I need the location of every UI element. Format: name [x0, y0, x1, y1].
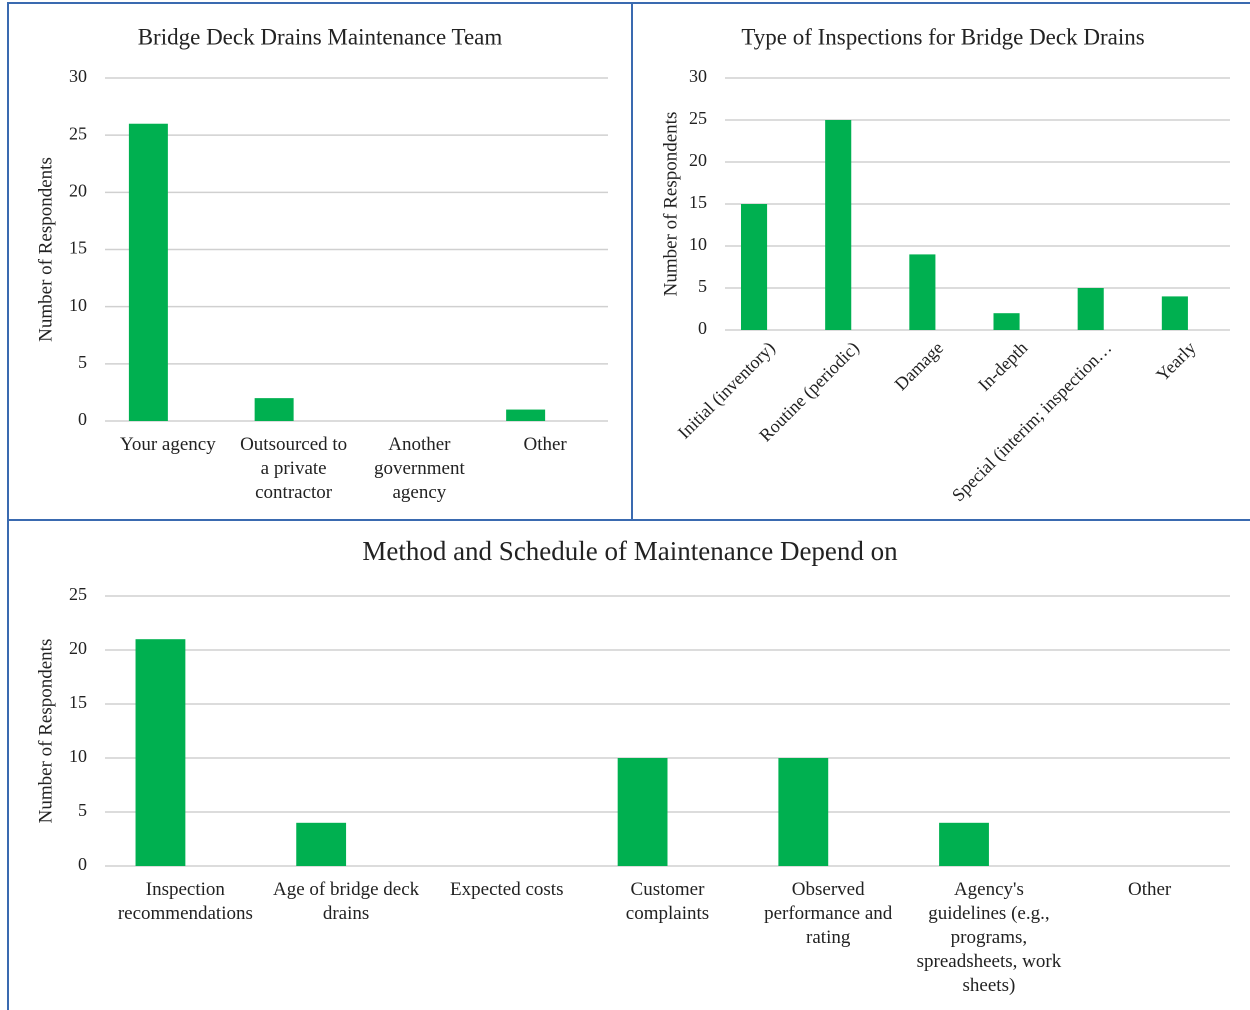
y-tick-label: 5	[698, 276, 707, 296]
x-tick-label: Other	[1128, 879, 1172, 900]
bar	[617, 758, 668, 866]
x-tick-label: Special (interim; inspection…	[948, 338, 1116, 506]
x-tick-label: Inspection recommendations	[117, 879, 253, 924]
y-tick-label: 0	[78, 854, 87, 874]
bar	[296, 822, 347, 866]
chart-title: Bridge Deck Drains Maintenance Team	[138, 24, 503, 49]
bar	[740, 204, 768, 330]
y-tick-label: 20	[689, 150, 707, 170]
bar	[909, 254, 936, 330]
x-tick-label: Outsourced to a private contractor	[240, 434, 348, 503]
y-axis-title: Number of Respondents	[35, 157, 56, 342]
chart-title: Method and Schedule of Maintenance Depen…	[362, 536, 898, 566]
y-tick-label: 25	[69, 123, 87, 143]
y-tick-label: 30	[69, 66, 87, 86]
x-tick-label: Other	[523, 434, 567, 455]
bar	[128, 123, 168, 421]
bar	[506, 409, 546, 421]
y-tick-label: 0	[698, 318, 707, 338]
y-tick-label: 5	[78, 352, 87, 372]
y-tick-label: 10	[69, 746, 87, 766]
bar	[1077, 288, 1104, 330]
y-tick-label: 15	[69, 692, 87, 712]
y-tick-label: 0	[78, 409, 87, 429]
bar	[254, 398, 294, 421]
y-tick-label: 15	[69, 238, 87, 258]
bar	[993, 313, 1020, 330]
x-tick-label: Damage	[891, 338, 948, 395]
x-tick-label: Expected costs	[450, 879, 564, 900]
x-tick-label: Agency's guidelines (e.g., programs, spr…	[916, 879, 1062, 996]
y-tick-label: 10	[689, 234, 707, 254]
x-tick-label: Another government agency	[373, 434, 465, 503]
x-tick-label: Yearly	[1152, 338, 1199, 385]
x-tick-label: Customer complaints	[625, 879, 710, 924]
y-axis-title: Number of Respondents	[660, 112, 681, 297]
panel-frame	[631, 2, 1250, 521]
y-tick-label: 30	[689, 66, 707, 86]
bar	[778, 758, 829, 866]
chart-title: Type of Inspections for Bridge Deck Drai…	[741, 24, 1144, 49]
x-tick-label: In-depth	[974, 338, 1031, 395]
bar	[825, 120, 852, 330]
x-tick-label: Your agency	[120, 434, 216, 455]
y-tick-label: 15	[689, 192, 707, 212]
y-tick-label: 20	[69, 180, 87, 200]
bar	[135, 639, 186, 866]
y-tick-label: 5	[78, 800, 87, 820]
bar	[939, 822, 989, 866]
panel-frame	[7, 519, 1250, 1010]
y-tick-label: 25	[69, 584, 87, 604]
y-axis-title: Number of Respondents	[35, 639, 56, 824]
y-tick-label: 25	[689, 108, 707, 128]
x-tick-label: Observed performance and rating	[764, 879, 893, 948]
y-tick-label: 10	[69, 295, 87, 315]
bar	[1161, 296, 1188, 330]
x-tick-label: Age of bridge deck drains	[272, 879, 420, 924]
y-tick-label: 20	[69, 638, 87, 658]
